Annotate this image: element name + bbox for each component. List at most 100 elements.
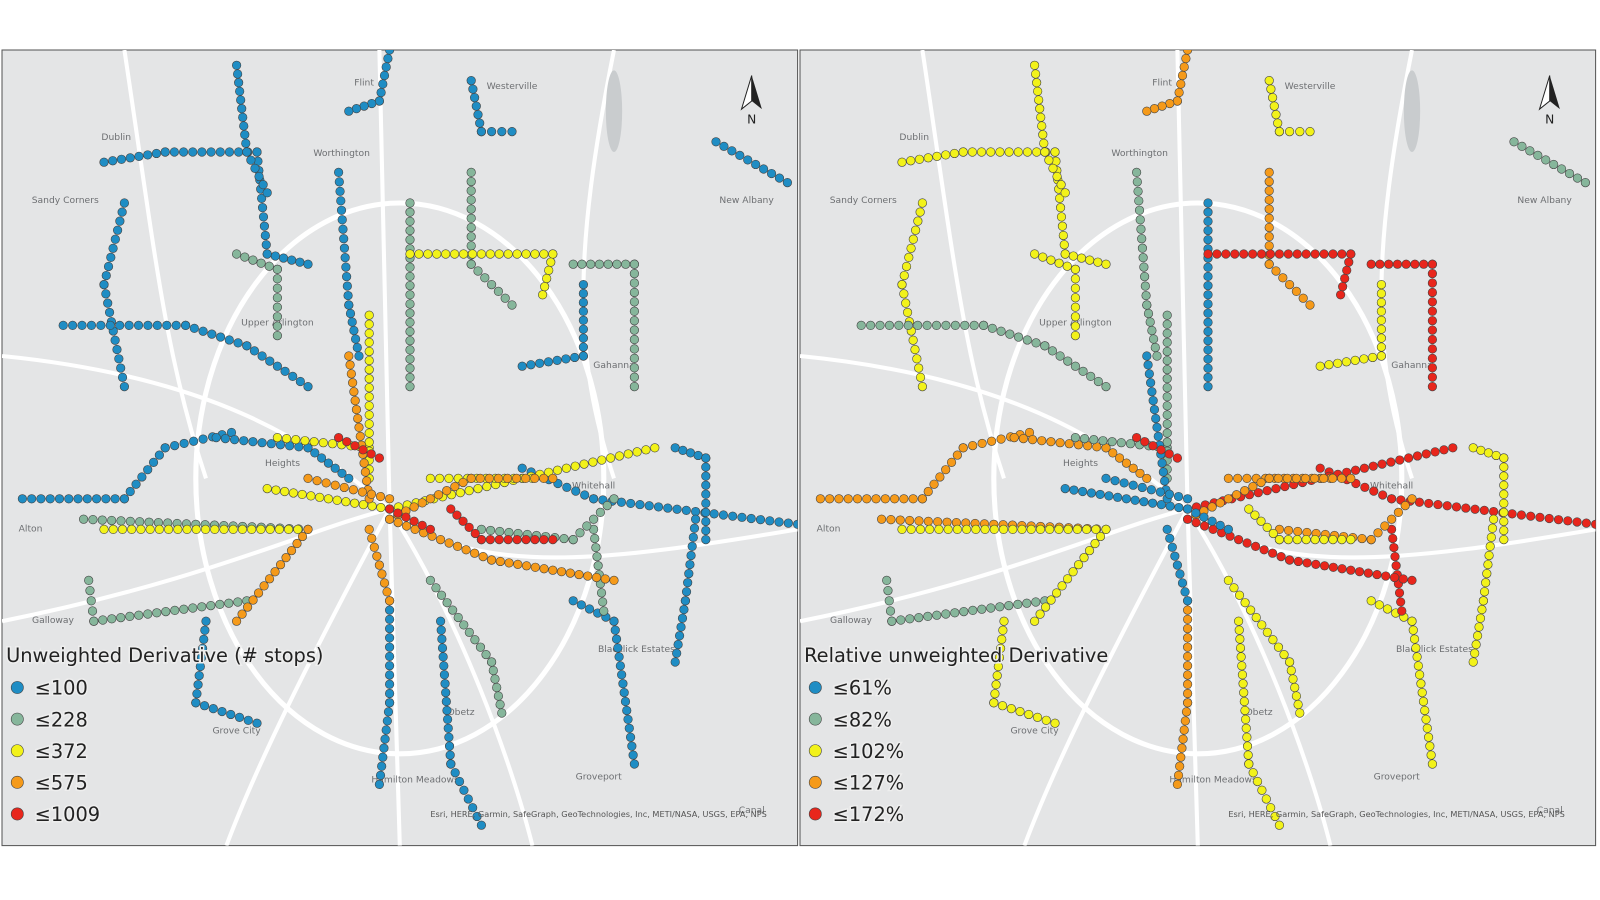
- transit-stop: [466, 176, 476, 187]
- transit-stop: [405, 281, 415, 291]
- place-label: Dublin: [899, 132, 929, 143]
- transit-stop: [1215, 498, 1225, 508]
- attribution: Esri, HERE, Garmin, SafeGraph, GeoTechno…: [1228, 809, 1564, 819]
- transit-stop: [438, 652, 448, 662]
- transit-stop: [521, 473, 531, 483]
- transit-stop: [526, 360, 536, 370]
- transit-stop: [887, 616, 897, 626]
- place-label: Sandy Corners: [32, 195, 99, 206]
- transit-stop: [272, 293, 282, 303]
- transit-stop: [1273, 473, 1283, 483]
- transit-stop: [425, 473, 435, 483]
- transit-stop: [539, 564, 549, 574]
- transit-stop: [116, 613, 126, 623]
- transit-stop: [931, 320, 942, 330]
- transit-stop: [234, 78, 244, 88]
- transit-stop: [1172, 96, 1182, 106]
- transit-stop: [1031, 69, 1041, 79]
- transit-stop: [1293, 526, 1303, 537]
- transit-stop: [1031, 597, 1041, 607]
- transit-stop: [674, 631, 685, 641]
- transit-stop: [1261, 794, 1271, 804]
- transit-stop: [173, 524, 183, 534]
- transit-stop: [125, 516, 135, 526]
- transit-stop: [1572, 517, 1582, 527]
- transit-stop: [901, 261, 912, 272]
- transit-stop: [1291, 691, 1301, 701]
- transit-stop: [1203, 336, 1213, 346]
- transit-stop: [242, 147, 252, 157]
- transit-stop: [453, 612, 463, 623]
- transit-stop: [1135, 468, 1145, 478]
- transit-stop: [686, 550, 696, 561]
- transit-stop: [1484, 550, 1494, 561]
- map-background: [799, 49, 1597, 847]
- transit-stop: [989, 524, 999, 534]
- transit-stop: [1309, 473, 1320, 483]
- transit-stop: [1517, 141, 1527, 151]
- transit-stop: [336, 196, 346, 206]
- transit-stop: [200, 625, 210, 635]
- transit-stop: [439, 670, 450, 680]
- transit-stop: [1319, 473, 1329, 483]
- transit-stop: [1177, 578, 1188, 588]
- transit-stop: [243, 715, 253, 725]
- transit-stop: [1433, 500, 1443, 510]
- transit-stop: [1482, 569, 1492, 579]
- transit-stop: [1173, 491, 1184, 502]
- transit-stop: [1242, 538, 1252, 548]
- transit-stop: [348, 378, 358, 388]
- transit-stop: [1346, 565, 1356, 575]
- legend: Relative unweighted Derivative ≤61% ≤82% ≤1…: [803, 642, 1110, 827]
- transit-stop: [1378, 490, 1388, 500]
- transit-stop: [446, 759, 456, 769]
- transit-stop: [182, 524, 192, 534]
- transit-stop: [497, 708, 507, 718]
- transit-stop: [1285, 280, 1295, 290]
- transit-stop: [405, 382, 415, 392]
- transit-stop: [1158, 467, 1168, 477]
- reservoir: [605, 70, 623, 152]
- transit-stop: [1089, 435, 1099, 445]
- transit-stop: [303, 382, 313, 392]
- transit-stop: [317, 453, 327, 463]
- transit-stop: [1425, 741, 1435, 751]
- transit-stop: [248, 255, 258, 265]
- transit-stop: [1022, 598, 1032, 608]
- transit-stop: [673, 639, 683, 650]
- transit-stop: [197, 147, 207, 157]
- transit-stop: [1233, 473, 1243, 483]
- legend-label: ≤61%: [833, 677, 892, 700]
- transit-stop: [977, 438, 987, 449]
- transit-stop: [321, 478, 331, 488]
- transit-stop: [380, 734, 390, 744]
- transit-stop: [1360, 482, 1370, 492]
- transit-stop: [1015, 706, 1025, 717]
- transit-stop: [1101, 524, 1111, 534]
- transit-stop: [1344, 257, 1354, 267]
- transit-stop: [596, 588, 607, 598]
- transit-stop: [211, 433, 221, 443]
- transit-stop: [295, 376, 305, 387]
- transit-stop: [512, 249, 522, 259]
- transit-stop: [899, 494, 909, 504]
- transit-stop: [208, 704, 218, 714]
- transit-stop: [1376, 315, 1386, 325]
- transit-stop: [610, 625, 620, 635]
- transit-stop: [901, 298, 911, 308]
- transit-stop: [616, 497, 627, 507]
- transit-stop: [1387, 514, 1397, 524]
- transit-stop: [1375, 259, 1385, 269]
- transit-stop: [1137, 234, 1147, 244]
- transit-stop: [228, 524, 238, 534]
- transit-stop: [884, 596, 894, 606]
- transit-stop: [629, 278, 639, 288]
- transit-stop: [1046, 437, 1056, 447]
- transit-stop: [1178, 734, 1188, 744]
- transit-stop: [306, 491, 316, 501]
- transit-stop: [993, 661, 1003, 672]
- transit-stop: [110, 234, 120, 244]
- transit-stop: [1507, 509, 1517, 519]
- transit-stop: [1392, 259, 1403, 269]
- transit-stop: [1274, 127, 1284, 137]
